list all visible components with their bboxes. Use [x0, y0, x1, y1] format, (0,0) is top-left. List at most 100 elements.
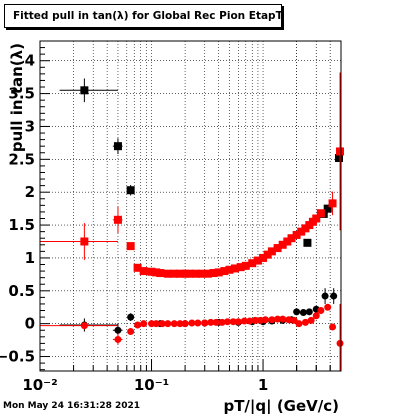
data-point	[127, 328, 135, 336]
data-point	[259, 253, 268, 262]
data-point	[321, 292, 329, 300]
data-point	[214, 268, 223, 277]
data-point	[293, 308, 301, 316]
series-0	[59, 78, 344, 247]
data-point	[263, 250, 272, 259]
data-point	[273, 244, 282, 253]
x-tick-label: 10⁻²	[22, 376, 57, 394]
data-point	[114, 326, 122, 334]
data-point	[307, 316, 315, 324]
y-tick-label: 0.5	[8, 282, 35, 300]
series-3	[40, 303, 344, 371]
data-point	[220, 267, 229, 276]
data-point	[297, 227, 306, 236]
data-point	[261, 316, 269, 324]
data-point	[324, 303, 332, 311]
data-point	[181, 269, 190, 278]
data-point	[185, 269, 194, 278]
y-tick-label: 3	[25, 117, 35, 135]
data-point	[292, 230, 301, 239]
data-point	[317, 307, 325, 315]
data-point	[323, 204, 332, 213]
data-point	[225, 265, 234, 274]
timestamp-footer: Mon May 24 16:31:28 2021	[3, 401, 141, 411]
data-point	[170, 320, 178, 328]
data-point	[194, 319, 202, 327]
y-axis-label: pull in tan(λ)	[8, 43, 26, 152]
data-point	[283, 237, 292, 246]
data-point	[268, 316, 276, 324]
data-point	[305, 308, 313, 316]
data-point	[207, 318, 215, 326]
data-point	[312, 214, 321, 223]
data-point	[328, 199, 337, 208]
series-2	[59, 288, 338, 337]
chart-title: Fitted pull in tan(λ) for Global Rec Pio…	[13, 10, 283, 22]
data-point	[127, 313, 135, 321]
data-point	[246, 317, 254, 325]
data-point	[134, 321, 142, 329]
data-point	[152, 268, 161, 277]
data-point	[241, 261, 250, 270]
data-point	[279, 315, 287, 323]
data-markers	[40, 72, 345, 371]
x-tick-label: 10⁻¹	[134, 376, 169, 394]
data-point	[234, 318, 242, 326]
data-point	[126, 186, 135, 195]
x-tick-label: 1	[258, 376, 268, 394]
y-tick-label: 2	[25, 183, 35, 201]
data-point	[248, 259, 257, 268]
axis-ticks: 10⁻² 10⁻¹ 1 −0.5 0 0.5 1 1.5 2 2.5 3 3.5 4	[0, 47, 342, 394]
data-point	[229, 318, 237, 326]
y-tick-label: 2.5	[8, 150, 35, 168]
data-point	[285, 316, 293, 324]
data-point	[312, 312, 320, 320]
data-point	[278, 240, 287, 249]
data-point	[316, 209, 325, 218]
chart-title-box: Fitted pull in tan(λ) for Global Rec Pio…	[4, 4, 283, 28]
data-point	[152, 320, 160, 328]
data-point	[191, 269, 200, 278]
data-point	[223, 318, 231, 326]
data-point	[329, 323, 337, 331]
data-point	[209, 269, 218, 278]
data-point	[274, 315, 282, 323]
data-point	[113, 215, 122, 224]
data-point	[80, 322, 88, 330]
data-point	[140, 320, 148, 328]
data-point	[253, 256, 262, 265]
data-point	[236, 263, 245, 272]
data-point	[176, 320, 184, 328]
x-axis-label: pT/|q| (GeV/c)	[223, 397, 339, 414]
data-point	[164, 320, 172, 328]
data-point	[158, 320, 166, 328]
data-point	[267, 247, 276, 256]
data-point	[335, 154, 344, 163]
y-tick-label: −0.5	[0, 348, 35, 366]
data-point	[170, 269, 179, 278]
data-point	[203, 269, 212, 278]
y-tick-label: 1	[25, 249, 35, 267]
y-tick-label: 3.5	[8, 85, 35, 103]
data-point	[181, 320, 189, 328]
data-point	[80, 237, 89, 246]
data-point	[218, 318, 226, 326]
data-point	[197, 269, 206, 278]
data-point	[188, 319, 196, 327]
data-point	[287, 234, 296, 243]
data-point	[336, 339, 344, 347]
data-point	[230, 264, 239, 273]
data-point	[201, 319, 209, 327]
data-point	[113, 142, 122, 151]
data-point	[299, 308, 307, 316]
data-point	[330, 292, 338, 300]
data-point	[126, 242, 135, 251]
y-tick-label: 1.5	[8, 216, 35, 234]
data-point	[175, 269, 184, 278]
y-tick-label: 4	[25, 52, 35, 70]
data-point	[163, 269, 172, 278]
data-point	[301, 318, 309, 326]
data-point	[251, 316, 259, 324]
data-point	[295, 320, 303, 328]
